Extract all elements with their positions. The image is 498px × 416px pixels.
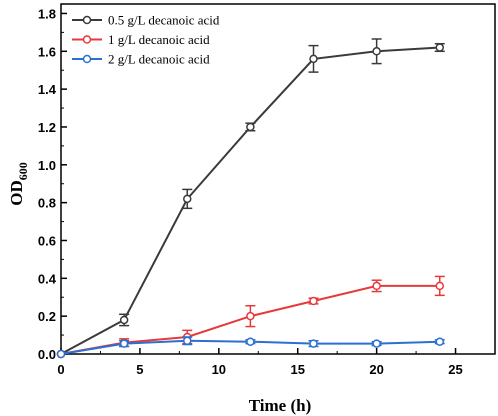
series-1 [56,38,445,359]
legend-entry-3: 2 g/L decanoic acid [72,52,210,67]
data-point [246,337,255,346]
y-tick-label: 1.6 [38,44,56,59]
y-tick-label: 0.4 [38,271,57,286]
y-tick-label: 0.0 [38,347,56,362]
x-tick-label: 5 [136,362,143,377]
y-axis-title: OD600 [7,162,30,206]
y-tick-label: 0.8 [38,196,56,211]
data-point [183,194,192,204]
data-point [372,339,381,348]
data-point [183,336,192,346]
data-point [309,54,318,64]
y-tick-label: 1.4 [38,82,57,97]
y-tick-label: 0.2 [38,309,56,324]
legend: 0.5 g/L decanoic acid 1 g/L decanoic acid… [72,13,220,67]
y-axis-title-main: OD [7,180,26,206]
x-tick-label: 15 [290,362,304,377]
data-point [119,315,129,325]
legend-label: 1 g/L decanoic acid [108,32,210,47]
legend-entry-2: 1 g/L decanoic acid [72,32,210,47]
data-point [435,337,445,346]
y-tick-label: 0.6 [38,233,56,248]
legend-swatch-marker [82,15,92,25]
data-point [372,47,381,56]
data-point [56,349,66,359]
y-tick-label: 1.2 [38,120,56,135]
x-tick-label: 0 [57,362,64,377]
legend-swatch-marker [82,35,92,44]
y-tick-label: 1.8 [38,6,56,21]
data-point [435,281,445,291]
x-axis-title: Time (h) [249,396,312,415]
data-point [246,311,255,321]
series-3 [56,336,445,359]
legend-label: 0.5 g/L decanoic acid [108,13,220,28]
data-point [309,339,318,348]
x-axis: 0 5 10 15 20 25 [57,348,496,377]
plot-border [60,3,496,355]
series-layer [56,38,445,359]
y-axis-title-subscript: 600 [16,162,30,180]
plot-frame [60,3,496,355]
legend-swatch-marker [82,54,92,64]
data-point [119,339,129,348]
x-tick-label: 25 [448,362,462,377]
legend-entry-1: 0.5 g/L decanoic acid [72,13,220,28]
x-tick-label: 10 [212,362,226,377]
legend-label: 2 g/L decanoic acid [108,52,210,67]
y-tick-label: 1.0 [38,158,56,173]
x-tick-label: 20 [369,362,383,377]
data-point [435,43,445,52]
y-axis: 0.0 0.2 0.4 0.6 0.8 1.0 1.2 1.4 1.6 1.8 [38,6,67,362]
data-point [372,281,381,291]
data-point [309,296,318,306]
data-point [246,122,255,132]
